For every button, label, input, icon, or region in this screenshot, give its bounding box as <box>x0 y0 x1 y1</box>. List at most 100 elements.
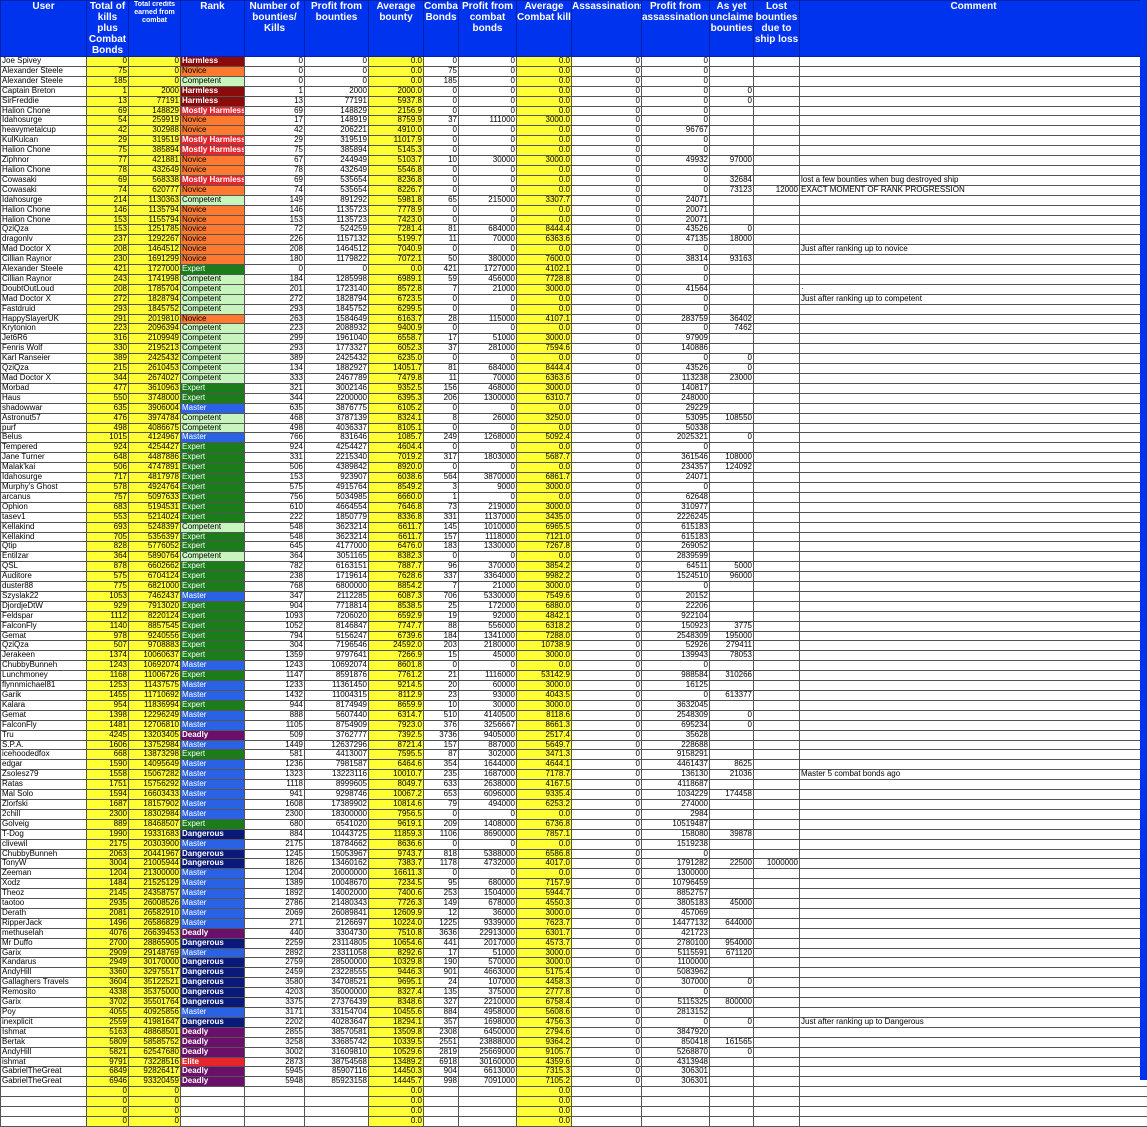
cell-total-credits[interactable]: 16603433 <box>129 790 181 800</box>
cell-profit-combat-bonds[interactable]: 172000 <box>459 601 517 611</box>
cell-profit-combat-bonds[interactable]: 107000 <box>459 978 517 988</box>
cell-total-credits[interactable]: 9708883 <box>129 641 181 651</box>
cell-lost-bounties[interactable] <box>754 760 800 770</box>
cell-profit-assassinations[interactable]: 20071 <box>642 205 710 215</box>
cell-profit-combat-bonds[interactable]: 0 <box>459 304 517 314</box>
cell-profit-assassinations[interactable]: 1034229 <box>642 790 710 800</box>
cell-user[interactable]: Ophion <box>1 502 87 512</box>
cell-lost-bounties[interactable] <box>754 512 800 522</box>
cell-assassinations[interactable]: 0 <box>572 839 642 849</box>
cell-average-combat-kill[interactable]: 6758.4 <box>517 998 572 1008</box>
cell-comment[interactable] <box>800 928 1147 938</box>
cell-lost-bounties[interactable] <box>754 314 800 324</box>
cell-profit-bounties[interactable]: 2000 <box>305 86 369 96</box>
cell-comment[interactable] <box>800 443 1147 453</box>
cell-profit-assassinations[interactable]: 9158291 <box>642 750 710 760</box>
cell-bounties[interactable]: 509 <box>245 730 305 740</box>
cell-total-kills[interactable]: 1015 <box>87 433 129 443</box>
cell-total-kills[interactable]: 1590 <box>87 760 129 770</box>
cell-lost-bounties[interactable] <box>754 879 800 889</box>
cell-lost-bounties[interactable] <box>754 621 800 631</box>
cell-profit-combat-bonds[interactable]: 887000 <box>459 740 517 750</box>
cell-assassinations[interactable]: 0 <box>572 730 642 740</box>
cell-combat-bonds[interactable]: 24 <box>424 978 459 988</box>
cell-lost-bounties[interactable] <box>754 235 800 245</box>
cell-rank[interactable]: Master <box>181 433 245 443</box>
cell-lost-bounties[interactable] <box>754 988 800 998</box>
cell-rank[interactable]: Master <box>181 1008 245 1018</box>
cell-profit-assassinations[interactable]: 0 <box>642 245 710 255</box>
cell-comment[interactable] <box>800 473 1147 483</box>
cell-rank[interactable]: Master <box>181 710 245 720</box>
cell-total-credits[interactable]: 0 <box>129 66 181 76</box>
cell-average-bounty[interactable]: 1085.7 <box>369 433 424 443</box>
cell-total-kills[interactable]: 498 <box>87 423 129 433</box>
cell-comment[interactable] <box>800 859 1147 869</box>
cell-profit-bounties[interactable]: 28500000 <box>305 958 369 968</box>
cell-profit-combat-bonds[interactable]: 2638000 <box>459 780 517 790</box>
cell-profit-assassinations[interactable]: 0 <box>642 661 710 671</box>
cell-unclaimed-bounties[interactable]: 954000 <box>710 938 754 948</box>
cell-profit-assassinations[interactable]: 3847920 <box>642 1027 710 1037</box>
cell-user[interactable]: QziQza <box>1 641 87 651</box>
cell-unclaimed-bounties[interactable] <box>710 344 754 354</box>
cell-average-combat-kill[interactable]: 6965.5 <box>517 522 572 532</box>
cell-assassinations[interactable]: 0 <box>572 185 642 195</box>
cell-profit-bounties[interactable]: 535654 <box>305 175 369 185</box>
cell-rank[interactable]: Novice <box>181 245 245 255</box>
cell-profit-combat-bonds[interactable] <box>459 1097 517 1107</box>
cell-bounties[interactable]: 548 <box>245 532 305 542</box>
cell-average-combat-kill[interactable]: 0.0 <box>517 66 572 76</box>
cell-total-credits[interactable]: 73228516 <box>129 1057 181 1067</box>
cell-combat-bonds[interactable] <box>424 1107 459 1117</box>
cell-user[interactable]: Remosito <box>1 988 87 998</box>
cell-combat-bonds[interactable]: 149 <box>424 899 459 909</box>
cell-rank[interactable]: Expert <box>181 492 245 502</box>
cell-rank[interactable]: Deadly <box>181 730 245 740</box>
cell-unclaimed-bounties[interactable]: 279411 <box>710 641 754 651</box>
cell-rank[interactable]: Master <box>181 799 245 809</box>
cell-average-bounty[interactable]: 13509.8 <box>369 1027 424 1037</box>
cell-unclaimed-bounties[interactable]: 0 <box>710 433 754 443</box>
cell-user[interactable]: TonyW <box>1 859 87 869</box>
cell-total-kills[interactable]: 2949 <box>87 958 129 968</box>
cell-profit-combat-bonds[interactable]: 2210000 <box>459 998 517 1008</box>
cell-user[interactable]: Jane Turner <box>1 453 87 463</box>
cell-average-combat-kill[interactable]: 4102.1 <box>517 265 572 275</box>
cell-total-kills[interactable]: 2063 <box>87 849 129 859</box>
cell-unclaimed-bounties[interactable]: 174458 <box>710 790 754 800</box>
cell-average-combat-kill[interactable]: 7121.0 <box>517 532 572 542</box>
cell-comment[interactable] <box>800 1116 1147 1126</box>
cell-bounties[interactable]: 1245 <box>245 849 305 859</box>
cell-profit-combat-bonds[interactable]: 30000 <box>459 156 517 166</box>
cell-unclaimed-bounties[interactable] <box>710 1116 754 1126</box>
cell-average-bounty[interactable]: 9214.5 <box>369 681 424 691</box>
cell-profit-bounties[interactable]: 2215340 <box>305 453 369 463</box>
cell-average-bounty[interactable]: 2000.0 <box>369 86 424 96</box>
cell-lost-bounties[interactable] <box>754 839 800 849</box>
cell-user[interactable]: Morbad <box>1 383 87 393</box>
cell-average-bounty[interactable]: 10224.0 <box>369 918 424 928</box>
cell-unclaimed-bounties[interactable] <box>710 889 754 899</box>
cell-user[interactable]: Szyslak22 <box>1 591 87 601</box>
cell-average-bounty[interactable]: 8348.6 <box>369 998 424 1008</box>
cell-bounties[interactable]: 2300 <box>245 809 305 819</box>
cell-average-bounty[interactable]: 18294.1 <box>369 1017 424 1027</box>
cell-comment[interactable] <box>800 1107 1147 1117</box>
cell-lost-bounties[interactable] <box>754 492 800 502</box>
cell-total-credits[interactable]: 6704124 <box>129 572 181 582</box>
cell-lost-bounties[interactable] <box>754 908 800 918</box>
cell-user[interactable]: Cillian Raynor <box>1 255 87 265</box>
cell-total-kills[interactable]: 2559 <box>87 1017 129 1027</box>
cell-total-credits[interactable]: 5214024 <box>129 512 181 522</box>
cell-comment[interactable] <box>800 948 1147 958</box>
cell-lost-bounties[interactable] <box>754 1008 800 1018</box>
cell-profit-assassinations[interactable]: 0 <box>642 175 710 185</box>
cell-average-bounty[interactable]: 8049.7 <box>369 780 424 790</box>
cell-lost-bounties[interactable] <box>754 344 800 354</box>
cell-profit-combat-bonds[interactable]: 1341000 <box>459 631 517 641</box>
cell-bounties[interactable]: 347 <box>245 591 305 601</box>
cell-profit-bounties[interactable]: 33685742 <box>305 1037 369 1047</box>
cell-unclaimed-bounties[interactable] <box>710 284 754 294</box>
cell-comment[interactable] <box>800 76 1147 86</box>
